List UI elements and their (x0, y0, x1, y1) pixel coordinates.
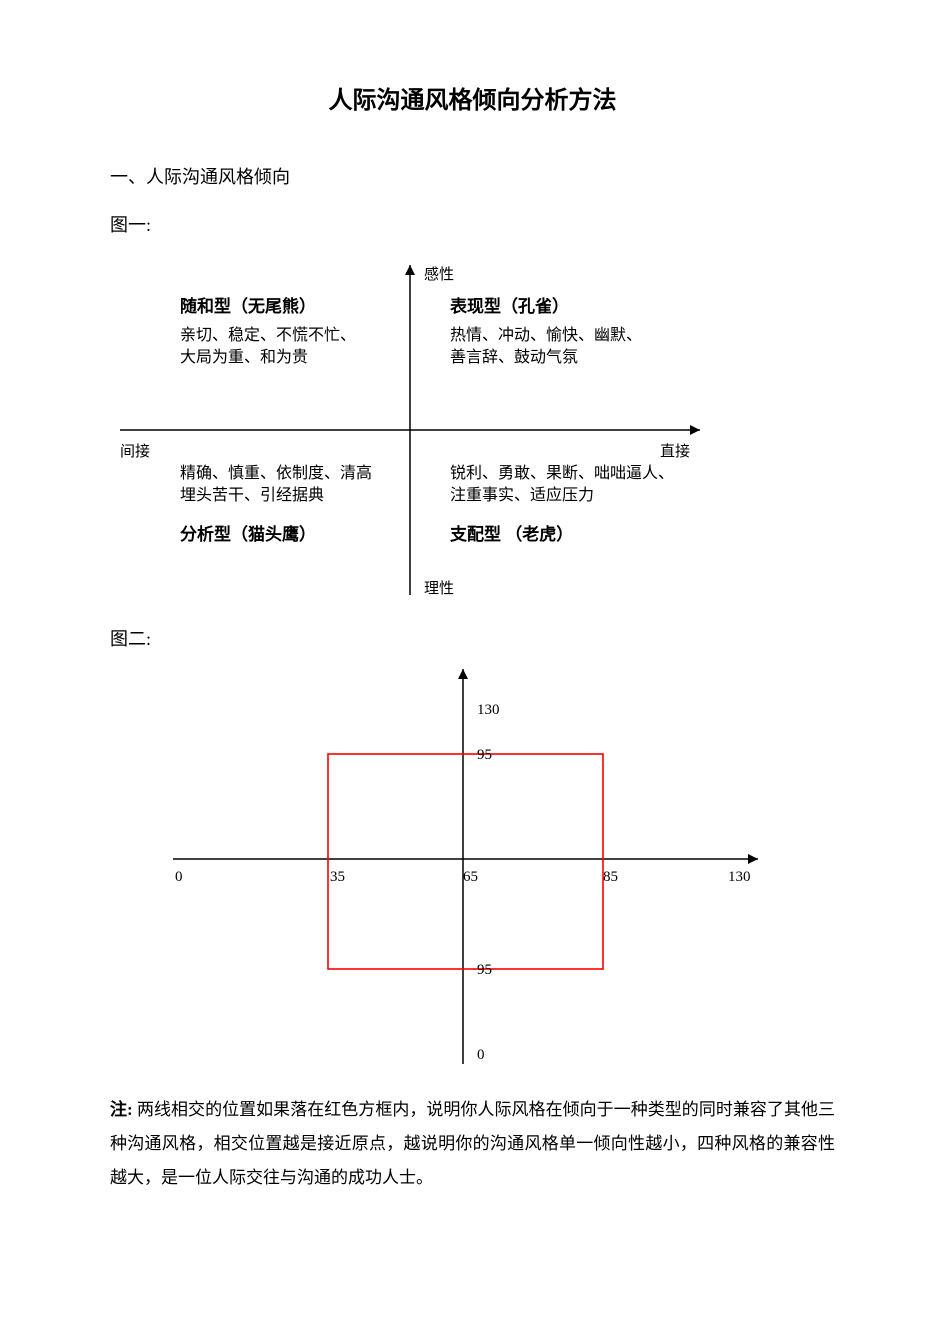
quadrant-desc: 埋头苦干、引经据典 (180, 486, 324, 504)
x-tick-label: 65 (463, 869, 478, 885)
y-tick-label: 95 (477, 747, 492, 763)
figure-2-svg: 0 35 65 85 130 130 95 95 0 (163, 659, 783, 1079)
quadrant-desc: 锐利、勇敢、果断、咄咄逼人、 (450, 464, 674, 482)
quadrant-desc: 善言辞、鼓动气氛 (450, 348, 578, 366)
axis-label-left: 间接 (120, 443, 150, 460)
quadrant-title: 支配型 （老虎） (450, 524, 573, 544)
note-paragraph: 注: 两线相交的位置如果落在红色方框内，说明你人际风格在倾向于一种类型的同时兼容… (110, 1093, 835, 1195)
quadrant-title: 分析型（猫头鹰） (180, 524, 316, 544)
quadrant-title: 随和型（无尾熊） (180, 296, 316, 316)
page-title: 人际沟通风格倾向分析方法 (110, 80, 835, 115)
note-text: 两线相交的位置如果落在红色方框内，说明你人际风格在倾向于一种类型的同时兼容了其他… (110, 1100, 835, 1187)
axis-label-top: 感性 (424, 266, 454, 283)
y-tick-label: 130 (477, 702, 500, 718)
y-tick-label: 95 (477, 962, 492, 978)
quadrant-desc: 亲切、稳定、不慌不忙、 (180, 326, 356, 344)
quadrant-desc: 热情、冲动、愉快、幽默、 (450, 326, 642, 344)
figure-1-diagram: 感性理性 间接 直接 随和型（无尾熊） 亲切、稳定、不慌不忙、大局为重、和为贵 表现型（孔… (110, 245, 835, 615)
figure-1-svg: 感性理性 间接 直接 随和型（无尾熊） 亲切、稳定、不慌不忙、大局为重、和为贵 表现型（孔… (110, 245, 835, 615)
quadrant-desc: 精确、慎重、依制度、清高 (180, 464, 372, 482)
quadrant-desc: 注重事实、适应压力 (450, 485, 594, 504)
x-tick-label: 35 (330, 869, 345, 885)
x-tick-label: 0 (175, 869, 183, 885)
figure-2-label: 图二: (110, 625, 835, 651)
section-1-heading: 一、人际沟通风格倾向 (110, 163, 835, 189)
quadrant-desc: 大局为重、和为贵 (180, 348, 308, 366)
note-label: 注: (110, 1100, 133, 1119)
axis-label-right: 直接 (660, 443, 690, 460)
quadrant-title: 表现型（孔雀） (450, 296, 569, 316)
axis-label-bottom: 理性 (424, 580, 454, 597)
y-tick-label: 0 (477, 1047, 485, 1063)
x-tick-label: 85 (603, 869, 618, 885)
red-box (328, 754, 603, 969)
figure-1-label: 图一: (110, 211, 835, 237)
figure-2-diagram: 0 35 65 85 130 130 95 95 0 (163, 659, 783, 1079)
x-tick-label: 130 (728, 869, 751, 885)
